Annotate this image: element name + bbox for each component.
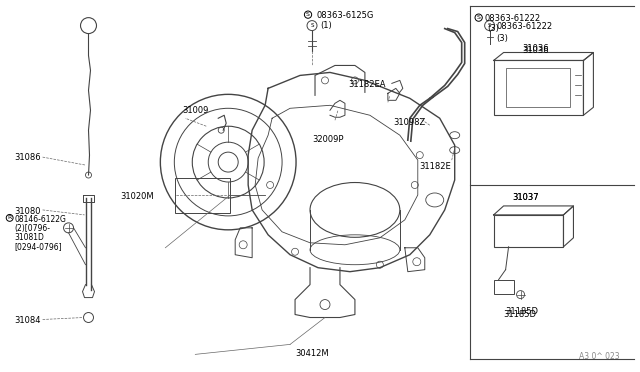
Text: 31037: 31037 — [513, 193, 540, 202]
Text: 31185D: 31185D — [506, 307, 539, 315]
Text: 08363-61222: 08363-61222 — [497, 22, 553, 31]
Text: [0294-0796]: [0294-0796] — [15, 242, 62, 251]
Text: 30412M: 30412M — [295, 349, 329, 358]
Text: 31182EA: 31182EA — [348, 80, 385, 89]
Text: 31020M: 31020M — [120, 192, 154, 201]
Text: 31084: 31084 — [15, 315, 41, 324]
Text: A3 0^ 023: A3 0^ 023 — [579, 352, 620, 361]
Text: R: R — [8, 215, 12, 220]
Text: 31036: 31036 — [522, 44, 549, 52]
Text: (3): (3) — [497, 33, 509, 42]
Text: S: S — [306, 12, 310, 17]
Text: 08146-6122G: 08146-6122G — [15, 215, 67, 224]
Text: S: S — [488, 23, 492, 28]
Text: S: S — [310, 23, 314, 28]
Text: 31009: 31009 — [182, 106, 209, 115]
Text: (2)[0796-: (2)[0796- — [15, 224, 51, 233]
Text: 31086: 31086 — [15, 153, 42, 162]
Text: 32009P: 32009P — [312, 135, 344, 144]
Text: 31037: 31037 — [513, 193, 540, 202]
Text: 31080: 31080 — [15, 207, 41, 216]
Text: (1): (1) — [320, 20, 332, 30]
Text: 31185D: 31185D — [504, 310, 536, 318]
Text: 31182E: 31182E — [420, 162, 452, 171]
Text: 31098Z: 31098Z — [393, 118, 425, 127]
Text: 08363-61222: 08363-61222 — [484, 14, 541, 23]
Text: S: S — [477, 15, 481, 20]
Text: 08363-6125G: 08363-6125G — [316, 11, 373, 20]
Text: (3): (3) — [488, 23, 499, 33]
Text: 31036: 31036 — [522, 45, 549, 55]
Text: 31081D: 31081D — [15, 233, 45, 242]
